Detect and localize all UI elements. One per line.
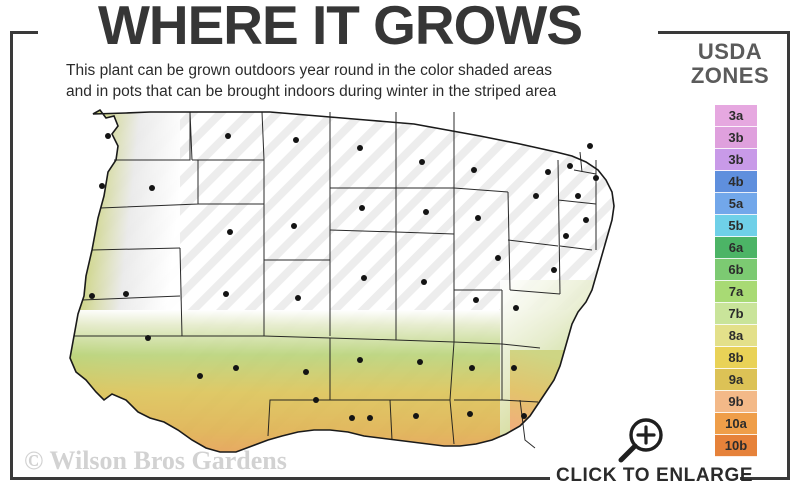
- legend-swatch-7b-9: 7b: [715, 303, 757, 325]
- legend-swatch-8a-10: 8a: [715, 325, 757, 347]
- legend-swatch-10a-14: 10a: [715, 413, 757, 435]
- legend-swatch-label: 6b: [728, 262, 744, 277]
- legend-swatch-6b-7: 6b: [715, 259, 757, 281]
- legend-heading-line-1: USDA: [697, 39, 763, 64]
- legend-swatch-label: 10b: [724, 438, 748, 453]
- legend-swatch-3b-1: 3b: [715, 127, 757, 149]
- legend-swatch-label: 5b: [728, 218, 744, 233]
- legend-swatch-5b-5: 5b: [715, 215, 757, 237]
- subtitle-line-2: and in pots that can be brought indoors …: [66, 83, 557, 100]
- legend-swatch-label: 7b: [728, 306, 744, 321]
- legend-swatch-3b-2: 3b: [715, 149, 757, 171]
- legend-swatch-label: 3b: [728, 152, 744, 167]
- frame-border-top-left: [10, 31, 38, 34]
- usa-outline: [69, 108, 615, 453]
- legend-swatch-5a-4: 5a: [715, 193, 757, 215]
- state-boundaries: [74, 111, 597, 449]
- legend-swatch-9b-13: 9b: [715, 391, 757, 413]
- frame-border-right: [787, 31, 790, 480]
- magnifier-plus-icon[interactable]: [614, 415, 668, 467]
- watermark-credit: © Wilson Bros Gardens: [24, 446, 287, 475]
- legend-heading: USDA ZONES: [672, 40, 788, 88]
- legend-swatch-10b-15: 10b: [715, 435, 757, 457]
- legend-swatch-label: 8b: [728, 350, 744, 365]
- page-title: WHERE IT GROWS: [97, 0, 583, 56]
- legend-swatch-label: 7a: [728, 284, 744, 299]
- legend-swatch-label: 9a: [728, 372, 744, 387]
- frame-border-bottom: [10, 477, 550, 480]
- frame-border-top-right: [658, 31, 790, 34]
- legend-swatch-8b-11: 8b: [715, 347, 757, 369]
- frame-border-bottom-right: [740, 477, 790, 480]
- legend-swatch-3a-0: 3a: [715, 105, 757, 127]
- usda-hardiness-map[interactable]: [30, 100, 660, 460]
- subtitle-text: This plant can be grown outdoors year ro…: [66, 60, 626, 102]
- subtitle-line-1: This plant can be grown outdoors year ro…: [66, 62, 552, 79]
- legend-swatch-7a-8: 7a: [715, 281, 757, 303]
- legend-swatch-label: 6a: [728, 240, 744, 255]
- legend-swatch-label: 3b: [728, 130, 744, 145]
- capital-dots: [89, 133, 599, 421]
- legend-swatch-label: 3a: [728, 108, 744, 123]
- frame-border-left: [10, 31, 13, 480]
- legend-heading-line-2: ZONES: [690, 63, 770, 88]
- legend-swatch-6a-6: 6a: [715, 237, 757, 259]
- legend-swatch-label: 4b: [728, 174, 744, 189]
- legend-swatch-label: 9b: [728, 394, 744, 409]
- click-to-enlarge-label[interactable]: CLICK TO ENLARGE: [556, 465, 754, 486]
- legend-swatch-4b-3: 4b: [715, 171, 757, 193]
- legend-swatch-label: 8a: [728, 328, 744, 343]
- legend-swatch-9a-12: 9a: [715, 369, 757, 391]
- legend-swatch-label: 10a: [725, 416, 747, 431]
- usda-zone-legend: 3a 3b 3b 4b 5a 5b 6a 6b 7a 7b 8a 8b 9a 9b 10a 10b: [715, 105, 757, 457]
- legend-swatch-label: 5a: [728, 196, 744, 211]
